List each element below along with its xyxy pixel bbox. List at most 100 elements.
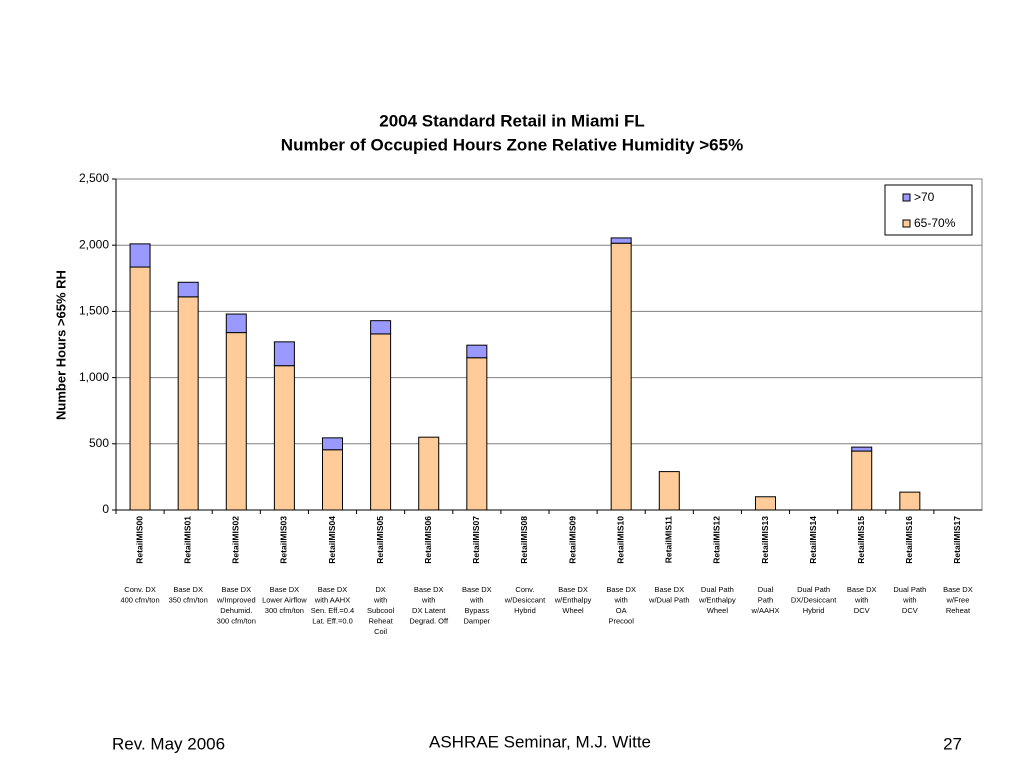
x-tick-label: RetailMIS05 <box>375 516 385 564</box>
category-description: DX/Desiccant <box>791 595 837 604</box>
category-description: Wheel <box>707 606 729 615</box>
bar-segment <box>899 491 921 511</box>
category-description: Coil <box>374 627 387 636</box>
x-tick-label: RetailMIS07 <box>471 516 481 564</box>
category-description: w/AAHX <box>751 606 780 615</box>
bar-segment <box>610 242 632 511</box>
category-description: with <box>421 595 435 604</box>
category-description: Lower Airflow <box>262 595 307 604</box>
category-description: Damper <box>463 616 490 625</box>
category-description: 350 cfm/ton <box>169 595 208 604</box>
chart-title: 2004 Standard Retail in Miami FL <box>379 111 644 130</box>
legend-swatch <box>902 219 911 228</box>
x-tick-label: RetailMIS12 <box>712 516 722 564</box>
category-description: w/Enthalpy <box>698 595 736 604</box>
category-description: Base DX <box>221 585 251 594</box>
y-tick-label: 0 <box>102 502 109 516</box>
y-tick-label: 2,000 <box>79 237 109 251</box>
x-tick-label: RetailMIS02 <box>231 516 241 564</box>
bar-segment <box>129 266 151 511</box>
y-tick-label: 500 <box>89 436 109 450</box>
category-description: with <box>902 595 916 604</box>
bar-segment <box>418 436 440 511</box>
category-description: Dehumid. <box>220 606 252 615</box>
chart-subtitle: Number of Occupied Hours Zone Relative H… <box>281 135 743 154</box>
bar-segment <box>658 471 680 511</box>
bar-segment <box>225 313 247 334</box>
category-description: Dual Path <box>701 585 734 594</box>
x-tick-label: RetailMIS04 <box>327 516 337 564</box>
category-description: Dual Path <box>893 585 926 594</box>
category-description: Base DX <box>462 585 492 594</box>
category-description: DX <box>375 585 385 594</box>
bar-segment <box>177 296 199 511</box>
y-tick-label: 1,000 <box>79 370 109 384</box>
category-description: Reheat <box>369 616 394 625</box>
category-description: Sen. Eff.=0.4 <box>311 606 354 615</box>
category-description: Subcool <box>367 606 394 615</box>
category-description: OA <box>616 606 627 615</box>
bar-segment <box>129 243 151 268</box>
x-tick-label: RetailMIS10 <box>615 516 625 564</box>
category-description: w/Free <box>945 595 969 604</box>
x-tick-label: RetailMIS11 <box>664 516 674 564</box>
bar-segment <box>466 357 488 511</box>
category-description: Bypass <box>465 606 490 615</box>
category-description: Dual Path <box>797 585 830 594</box>
category-description: Base DX <box>173 585 203 594</box>
category-description: DCV <box>902 606 918 615</box>
legend-swatch <box>902 193 911 202</box>
category-description: Base DX <box>270 585 300 594</box>
bar-segment <box>755 496 776 511</box>
category-description: w/Improved <box>216 595 256 604</box>
category-description: DX Latent <box>412 606 446 615</box>
category-description: Reheat <box>946 606 971 615</box>
footer-right: 27 <box>943 734 962 753</box>
bar-segment <box>225 332 247 511</box>
category-description: w/Dual Path <box>648 595 689 604</box>
category-description: Conv. DX <box>124 585 156 594</box>
y-tick-label: 2,500 <box>79 171 109 185</box>
x-tick-label: RetailMIS14 <box>808 516 818 564</box>
category-description: with <box>373 595 387 604</box>
bar-segment <box>610 237 632 244</box>
category-description: Conv. <box>515 585 534 594</box>
x-tick-label: RetailMIS06 <box>423 516 433 564</box>
category-description: with <box>854 595 868 604</box>
bar-segment <box>370 320 392 335</box>
category-description: with AAHX <box>314 595 350 604</box>
category-description: Hybrid <box>514 606 536 615</box>
bar-segment <box>851 450 873 511</box>
category-description: Base DX <box>414 585 444 594</box>
category-description: w/Desiccant <box>504 595 546 604</box>
category-description: with <box>469 595 483 604</box>
category-description: 400 cfm/ton <box>120 595 159 604</box>
category-description: Dual <box>758 585 774 594</box>
bar-segment <box>273 365 295 511</box>
x-tick-label: RetailMIS08 <box>519 516 529 564</box>
category-description: 300 cfm/ton <box>217 616 256 625</box>
y-axis-label: Number Hours >65% RH <box>53 270 68 420</box>
footer-left: Rev. May 2006 <box>112 734 225 753</box>
category-description: Precool <box>608 616 634 625</box>
x-tick-label: RetailMIS16 <box>904 516 914 564</box>
legend-label: >70 <box>914 190 935 204</box>
category-description: Path <box>758 595 773 604</box>
category-description: Base DX <box>606 585 636 594</box>
category-description: Base DX <box>847 585 877 594</box>
category-description: Base DX <box>558 585 588 594</box>
category-description: DCV <box>854 606 870 615</box>
category-description: Base DX <box>943 585 973 594</box>
category-description: 300 cfm/ton <box>265 606 304 615</box>
bar-segment <box>273 341 295 367</box>
bar-segment <box>177 281 199 298</box>
x-tick-label: RetailMIS17 <box>952 516 962 564</box>
bar-segment <box>370 333 392 511</box>
category-description: Base DX <box>318 585 348 594</box>
legend-label: 65-70% <box>914 216 956 230</box>
x-tick-label: RetailMIS03 <box>279 516 289 564</box>
legend-box <box>884 184 973 236</box>
bar-segment <box>466 344 488 359</box>
category-description: Lat. Eff.=0.0 <box>312 616 353 625</box>
